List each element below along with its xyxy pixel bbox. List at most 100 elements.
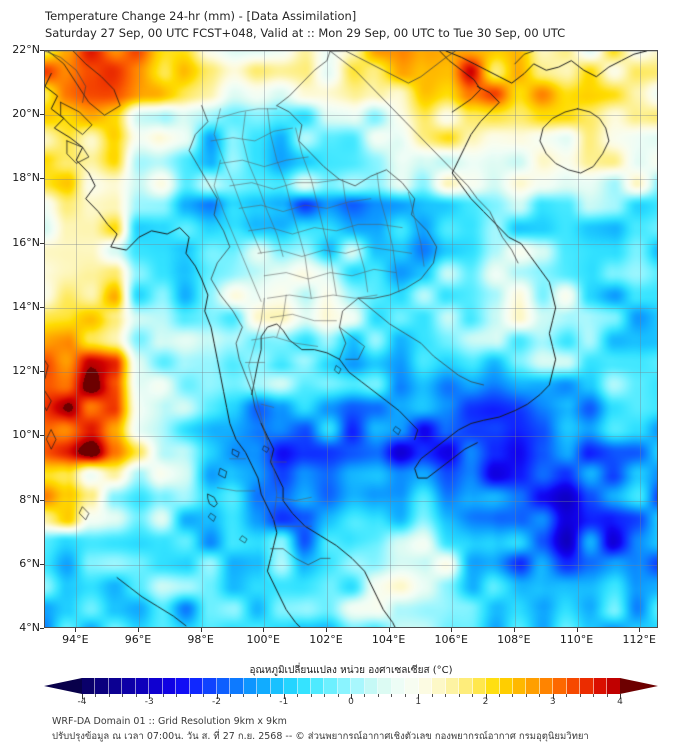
colorbar-minor-tick [498,694,500,697]
colorbar-minor-tick [270,694,272,697]
y-axis-tick-label: 14°N [12,299,40,313]
colorbar-minor-tick [377,694,379,697]
footer-model-info: WRF-DA Domain 01 :: Grid Resolution 9km … [52,716,287,727]
y-axis-tick-label: 6°N [19,556,40,570]
x-axis-tick [639,628,641,632]
colorbar-major-tick [283,694,285,699]
y-axis-tick [40,628,44,629]
colorbar-segment [284,678,298,694]
page-title: Temperature Change 24-hr (mm) - [Data As… [45,9,357,23]
y-axis-tick [40,371,44,373]
colorbar-segment [324,678,338,694]
x-axis-tick [451,628,453,632]
colorbar-segment [135,678,150,694]
colorbar-major-tick [82,694,83,699]
colorbar-minor-tick [525,694,527,697]
y-axis-tick-label: 10°N [12,428,40,442]
y-axis-tick [40,306,44,308]
colorbar-segment [486,678,500,694]
colorbar-segment [418,678,433,694]
y-axis-tick-label: 12°N [12,364,40,378]
colorbar-title: อุณหภูมิเปลี่ยนแปลง หน่วย องศาเซลเซียส (… [249,665,453,676]
colorbar-segment [310,678,325,694]
y-axis-tick-label: 18°N [12,171,40,185]
chart-title-block: Temperature Change 24-hr (mm) - [Data As… [45,8,665,42]
colorbar-segment [566,678,581,694]
colorbar-minor-tick [203,694,205,697]
colorbar-segment [108,678,123,694]
colorbar-minor-tick [364,694,366,697]
colorbar-minor-tick [458,694,460,697]
y-axis-tick-label: 16°N [12,235,40,249]
colorbar-minor-tick [189,694,191,697]
x-axis-tick-label: 96°E [124,633,152,646]
colorbar-minor-tick [162,694,164,697]
x-axis-tick [137,628,139,632]
colorbar-major-tick [149,694,151,699]
colorbar-segment [391,678,406,694]
colorbar-segment [539,678,554,694]
x-axis-tick-label: 102°E [309,633,343,646]
y-axis-tick-label: 22°N [12,43,40,56]
x-axis-tick-label: 110°E [559,633,594,646]
colorbar-segment [553,678,567,694]
colorbar-minor-tick [108,694,110,697]
colorbar-segment [122,678,136,694]
colorbar-segment [270,678,285,694]
coastline-and-borders-overlay [45,51,657,627]
colorbar-minor-tick [310,694,312,697]
x-axis-tick-label: 108°E [497,633,531,646]
colorbar-minor-tick [337,694,339,697]
colorbar-segment [82,678,96,694]
y-axis-tick-label: 20°N [12,107,40,121]
x-axis-tick [263,628,265,632]
colorbar-segment [351,678,365,694]
colorbar-segment [257,678,271,694]
colorbar-segment [243,678,258,694]
colorbar-segment [472,678,487,694]
colorbar-minor-tick [297,694,299,697]
colorbar-segment [378,678,392,694]
x-axis-tick-label: 104°E [371,633,406,646]
colorbar-minor-tick [95,694,97,697]
footer-credit: ปรับปรุงข้อมูล ณ เวลา 07:00น. วัน ส. ที่… [52,731,589,742]
colorbar-minor-tick [593,694,595,697]
colorbar-segment [337,678,352,694]
colorbar-major-tick [552,694,554,699]
colorbar-segment [445,678,460,694]
x-axis-tick [513,628,515,632]
colorbar-segment [162,678,177,694]
colorbar-major-tick [351,694,352,699]
colorbar-minor-tick [579,694,581,697]
colorbar-tick-label: 0 [348,697,354,707]
colorbar-minor-tick [229,694,231,697]
y-axis-tick [40,563,44,565]
colorbar-under-arrow-icon [44,678,82,694]
colorbar-segment [230,678,244,694]
colorbar-segment [176,678,190,694]
colorbar-minor-tick [445,694,447,697]
x-axis-tick-label: 98°E [187,633,214,646]
map-plot-area[interactable] [44,50,658,628]
y-axis-tick [40,114,44,116]
colorbar-segment [297,678,311,694]
colorbar-segment [607,678,620,694]
colorbar-minor-tick [122,694,124,697]
colorbar-minor-tick [539,694,541,697]
colorbar-body [44,678,658,694]
colorbar-minor-tick [176,694,178,697]
x-axis-tick-label: 100°E [246,633,280,646]
x-axis-tick [388,628,390,632]
colorbar[interactable]: อุณหภูมิเปลี่ยนแปลง หน่วย องศาเซลเซียส (… [44,663,658,707]
colorbar-minor-tick [472,694,474,697]
colorbar-minor-tick [512,694,514,697]
colorbar-tick-label: 2 [482,697,489,707]
colorbar-segment [216,678,231,694]
x-axis-tick-label: 112°E [622,633,656,646]
colorbar-segment [364,678,379,694]
colorbar-minor-tick [606,694,608,697]
colorbar-tick-label: 1 [415,697,422,707]
colorbar-major-tick [216,694,218,699]
footer-block: WRF-DA Domain 01 :: Grid Resolution 9km … [52,714,672,744]
colorbar-tick-label: -4 [77,697,87,707]
